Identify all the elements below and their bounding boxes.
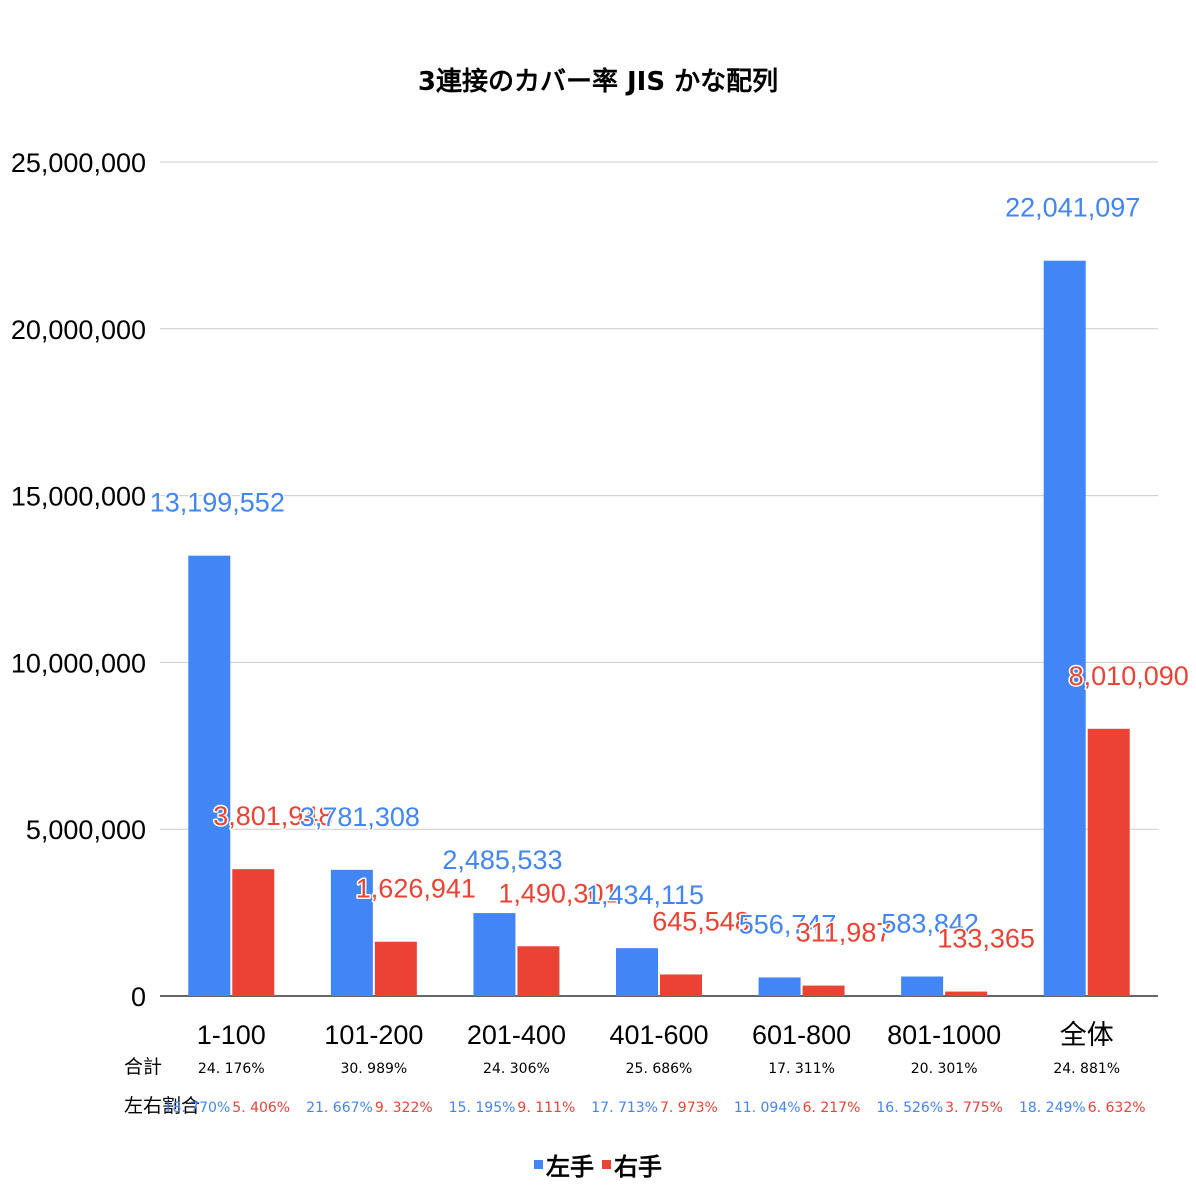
data-label: 3,801,948	[213, 801, 333, 831]
bar-left	[901, 976, 944, 996]
left-ratio: 17. 713%	[591, 1100, 658, 1116]
data-label: 645,548	[652, 906, 750, 936]
data-label: 2,485,533	[442, 845, 562, 875]
right-ratio: 6. 632%	[1088, 1100, 1146, 1116]
bar-right	[802, 985, 845, 996]
data-label: 8,010,090	[1069, 661, 1189, 691]
total-percent: 24. 176%	[198, 1061, 265, 1077]
right-ratio: 6. 217%	[803, 1100, 861, 1116]
left-ratio: 18. 249%	[1019, 1100, 1086, 1116]
data-label: 556,747	[739, 909, 837, 939]
bar-right	[1087, 728, 1130, 996]
data-label: 1,490,301	[498, 878, 618, 908]
bar-right	[945, 991, 988, 996]
chart-title: 3連接のカバー率 JIS かな配列	[418, 66, 778, 97]
x-tick-label: 全体	[1060, 1020, 1114, 1050]
total-percent: 25. 686%	[626, 1061, 693, 1077]
y-tick-label: 25,000,000	[11, 148, 146, 178]
x-tick-label: 201-400	[467, 1020, 566, 1050]
data-label: 133,365	[937, 924, 1035, 954]
total-percent: 30. 989%	[340, 1061, 407, 1077]
bar-right	[517, 946, 560, 996]
bar-right	[232, 869, 275, 996]
x-axis: 1-100 101-200 201-400 401-600 601-800 801-100…	[197, 1020, 1114, 1050]
x-tick-label: 1-100	[197, 1020, 266, 1050]
data-label: 1,626,941	[356, 874, 476, 904]
y-tick-label: 10,000,000	[11, 648, 146, 678]
data-label: 311,987	[796, 918, 892, 948]
bar-left	[1043, 260, 1086, 997]
legend-label: 右手	[614, 1153, 662, 1181]
bars	[188, 260, 1130, 997]
x-tick-label: 601-800	[752, 1020, 851, 1050]
total-percent: 20. 301%	[911, 1061, 978, 1077]
x-tick-label: 101-200	[324, 1020, 423, 1050]
legend: 左手 右手	[534, 1153, 662, 1181]
total-percent: 24. 881%	[1053, 1061, 1120, 1077]
y-tick-label: 15,000,000	[11, 482, 146, 512]
right-ratio: 9. 322%	[375, 1100, 433, 1116]
bar-left	[330, 869, 373, 996]
data-label: 13,199,552	[150, 488, 285, 518]
y-tick-label: 0	[131, 982, 146, 1012]
bar-left	[188, 555, 231, 996]
bar-right	[660, 974, 702, 996]
data-label: 3,781,308	[300, 802, 420, 832]
right-ratio: 3. 775%	[945, 1100, 1003, 1116]
legend-swatch	[602, 1160, 611, 1169]
right-ratio: 5. 406%	[232, 1100, 290, 1116]
x-tick-label: 401-600	[609, 1020, 708, 1050]
y-tick-label: 5,000,000	[26, 815, 146, 845]
total-row-label: 合計	[124, 1056, 162, 1078]
bar-left	[473, 913, 516, 996]
left-ratio: 18. 770%	[164, 1100, 231, 1116]
left-ratio: 15. 195%	[449, 1100, 516, 1116]
x-tick-label: 801-1000	[887, 1020, 1001, 1050]
right-ratio: 9. 111%	[517, 1100, 575, 1116]
data-label: 22,041,097	[1005, 193, 1140, 223]
total-percent: 24. 306%	[483, 1061, 550, 1077]
y-tick-label: 20,000,000	[11, 315, 146, 345]
legend-label: 左手	[546, 1153, 594, 1181]
ratio-row-label: 左右割合	[124, 1095, 200, 1117]
bar-left	[616, 948, 658, 996]
y-axis: 0 5,000,000 10,000,000 15,000,000 20,000,000…	[11, 148, 146, 1012]
annotations: 合計 左右割合 24. 176% 18. 770% 5. 406% 30. 989% 2…	[124, 1056, 1146, 1117]
bar-right	[374, 941, 417, 996]
right-ratio: 7. 973%	[660, 1100, 718, 1116]
bar-left	[758, 977, 801, 996]
left-ratio: 21. 667%	[306, 1100, 373, 1116]
legend-swatch	[534, 1160, 543, 1169]
total-percent: 17. 311%	[768, 1061, 835, 1077]
left-ratio: 16. 526%	[876, 1100, 943, 1116]
left-ratio: 11. 094%	[734, 1100, 801, 1116]
data-label: 1,434,115	[586, 880, 704, 910]
gridlines	[160, 161, 1158, 997]
data-label: 583,842	[881, 909, 979, 939]
